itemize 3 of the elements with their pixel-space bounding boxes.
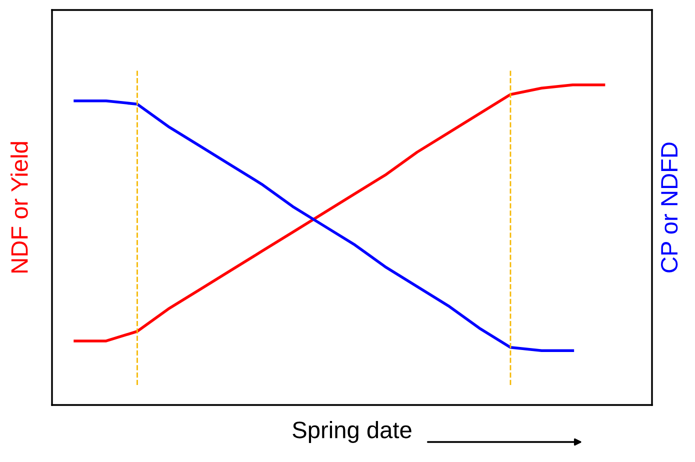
x-axis-title: Spring date	[292, 420, 412, 443]
y-axis-title: NDF or Yield	[10, 142, 28, 272]
y2-axis-title: CP or NDFD	[660, 142, 678, 272]
